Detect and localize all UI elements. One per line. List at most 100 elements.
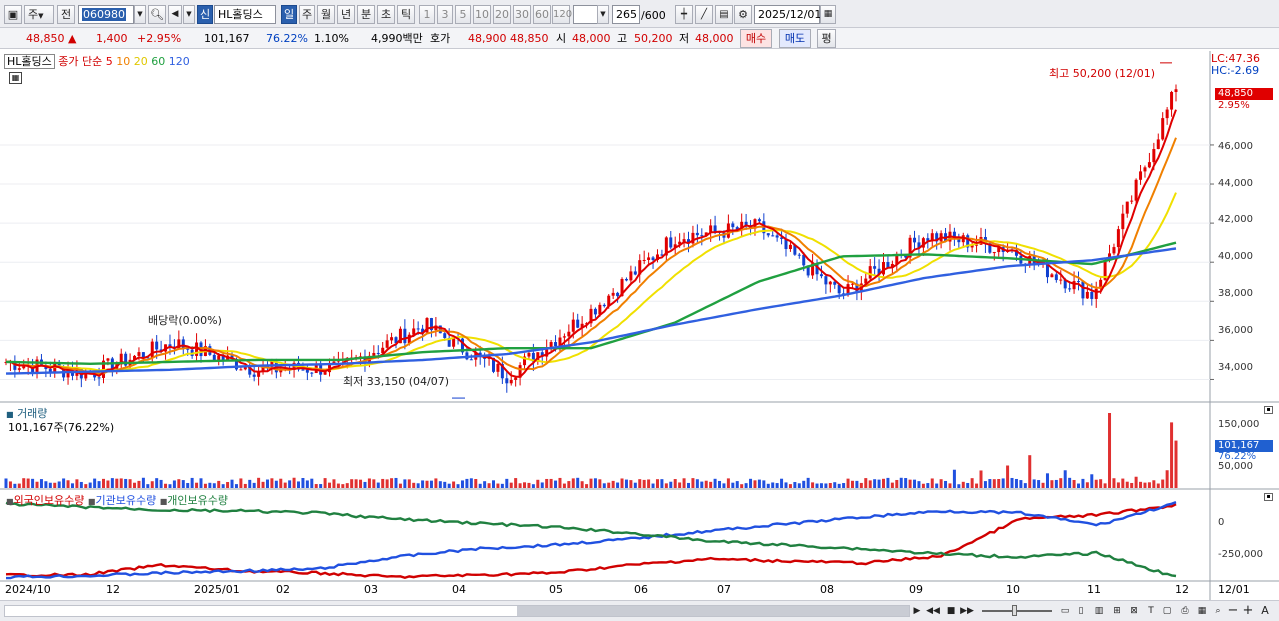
save-icon[interactable]: ▤: [715, 5, 733, 24]
interval-day[interactable]: 일: [281, 5, 297, 24]
fast-forward-icon[interactable]: ▶▶: [960, 606, 974, 616]
range-tool-icon[interactable]: ▢: [1162, 606, 1172, 616]
window-menu-icon[interactable]: ▣: [4, 5, 22, 24]
ask-price-1: 48,900: [468, 32, 507, 45]
interval-week[interactable]: 주: [299, 5, 315, 24]
speaker-icon[interactable]: ◀: [168, 5, 182, 24]
count-30[interactable]: 30: [513, 5, 531, 24]
price-chart-canvas[interactable]: [0, 51, 1279, 600]
volume-bar: [1037, 480, 1041, 488]
volume-bar: [248, 479, 252, 488]
interval-month[interactable]: 월: [317, 5, 335, 24]
scroll-right-icon[interactable]: ▶: [913, 606, 921, 616]
layout-icon[interactable]: ▭: [1060, 606, 1070, 616]
interval-second[interactable]: 초: [377, 5, 395, 24]
crosshair-icon[interactable]: ⊠: [1130, 606, 1138, 616]
scroll-track[interactable]: [4, 605, 910, 617]
period-select[interactable]: 주▼: [24, 5, 54, 24]
holding-pane-close-icon[interactable]: ▪: [1264, 493, 1273, 501]
compare-icon[interactable]: ▥: [1094, 606, 1104, 616]
stock-code-input[interactable]: 060980: [78, 5, 134, 24]
volume-bar: [88, 482, 92, 488]
rewind-icon[interactable]: ◀◀: [926, 606, 940, 616]
date-input[interactable]: 2025/12/01: [754, 5, 821, 24]
candle-body: [598, 304, 602, 315]
custom-count-dropdown[interactable]: ▼: [597, 5, 609, 24]
auto-scale-icon[interactable]: A: [1261, 604, 1269, 617]
count-3[interactable]: 3: [437, 5, 453, 24]
candle-body: [695, 232, 699, 236]
volume-bar: [633, 482, 637, 488]
candle-body: [766, 233, 770, 236]
buy-button[interactable]: 매수: [740, 29, 772, 48]
interval-minute[interactable]: 분: [357, 5, 375, 24]
count-20[interactable]: 20: [493, 5, 511, 24]
zoom-slider[interactable]: [982, 605, 1052, 616]
volume-bar: [447, 483, 451, 488]
zoom-icon[interactable]: ⌕: [1215, 606, 1221, 616]
volume-bar: [323, 478, 327, 488]
stock-name-tag[interactable]: HL홀딩스: [4, 54, 55, 69]
ma-5-label[interactable]: 5: [105, 55, 113, 68]
zoom-slider-handle[interactable]: [1012, 605, 1017, 616]
candle-body: [133, 355, 137, 360]
candle-body: [678, 241, 682, 245]
candle-body: [328, 363, 332, 373]
table-view-icon[interactable]: ▦: [1197, 606, 1207, 616]
candle-body: [137, 352, 141, 356]
x-label-10: 10: [1006, 583, 1020, 596]
volume-bar: [669, 481, 673, 488]
interval-year[interactable]: 년: [337, 5, 355, 24]
table-icon[interactable]: ▦: [9, 72, 22, 84]
text-tool-icon[interactable]: T: [1148, 606, 1154, 616]
zoom-in-icon[interactable]: +: [1242, 603, 1254, 618]
price-change: 1,400: [96, 32, 128, 45]
indicator-icon[interactable]: ⊞: [1113, 606, 1121, 616]
chart-scroll-bar[interactable]: ▶ ◀◀ ■ ▶▶ ▭ ▯ ▥ ⊞ ⊠ T ▢ ⎙ ▦ ⌕ − + A: [0, 600, 1279, 621]
ma-20-label[interactable]: 20: [133, 55, 148, 68]
candle-body: [682, 239, 686, 242]
individual-holding-label[interactable]: 개인보유수량: [167, 494, 228, 507]
gear-icon[interactable]: ⚙: [734, 5, 752, 24]
volume-bar: [1099, 479, 1103, 488]
candle-type-icon[interactable]: ┿: [675, 5, 693, 24]
prev-button[interactable]: 전: [57, 5, 75, 24]
interval-tick[interactable]: 틱: [397, 5, 415, 24]
volume-bar: [460, 480, 464, 488]
candle-body: [886, 262, 890, 268]
search-icon[interactable]: 🔍︎: [148, 5, 166, 24]
ma-120-label[interactable]: 120: [168, 55, 190, 68]
speaker-dropdown-icon[interactable]: ▼: [183, 5, 195, 24]
sell-button[interactable]: 매도: [779, 29, 811, 48]
print-icon[interactable]: ⎙: [1181, 606, 1189, 616]
count-1[interactable]: 1: [419, 5, 435, 24]
ma-10-label[interactable]: 10: [116, 55, 131, 68]
count-5[interactable]: 5: [455, 5, 471, 24]
stock-code-dropdown[interactable]: ▼: [134, 5, 146, 24]
count-60[interactable]: 60: [533, 5, 551, 24]
stock-name-field[interactable]: HL홀딩스: [214, 5, 276, 24]
zoom-out-icon[interactable]: −: [1227, 603, 1239, 618]
count-10[interactable]: 10: [473, 5, 491, 24]
evaluate-button[interactable]: 평: [817, 29, 836, 48]
range-input[interactable]: 265: [612, 5, 640, 24]
layout-split-icon[interactable]: ▯: [1078, 606, 1084, 616]
volume-bar: [456, 484, 460, 488]
volume-bar: [26, 478, 30, 488]
volume-pane-close-icon[interactable]: ▪: [1264, 406, 1273, 414]
stop-icon[interactable]: ■: [946, 606, 956, 616]
count-120[interactable]: 120: [552, 5, 572, 24]
volume-bar: [740, 484, 744, 488]
ma-60-label[interactable]: 60: [151, 55, 166, 68]
draw-line-icon[interactable]: ╱: [695, 5, 713, 24]
candle-body: [66, 370, 70, 378]
volume-bar: [75, 479, 79, 488]
chart-area[interactable]: HL홀딩스 종가 단순 5 10 20 60 120 ▦ LC:47.36 HC…: [0, 51, 1279, 600]
calendar-icon[interactable]: ▦: [820, 5, 836, 24]
scroll-thumb[interactable]: [517, 606, 909, 616]
foreign-holding-label[interactable]: 외국인보유수량: [13, 494, 85, 507]
candle-body: [70, 370, 74, 376]
volume-bar: [983, 481, 987, 488]
institution-holding-label[interactable]: 기관보유수량: [95, 494, 157, 507]
candle-body: [305, 369, 309, 373]
